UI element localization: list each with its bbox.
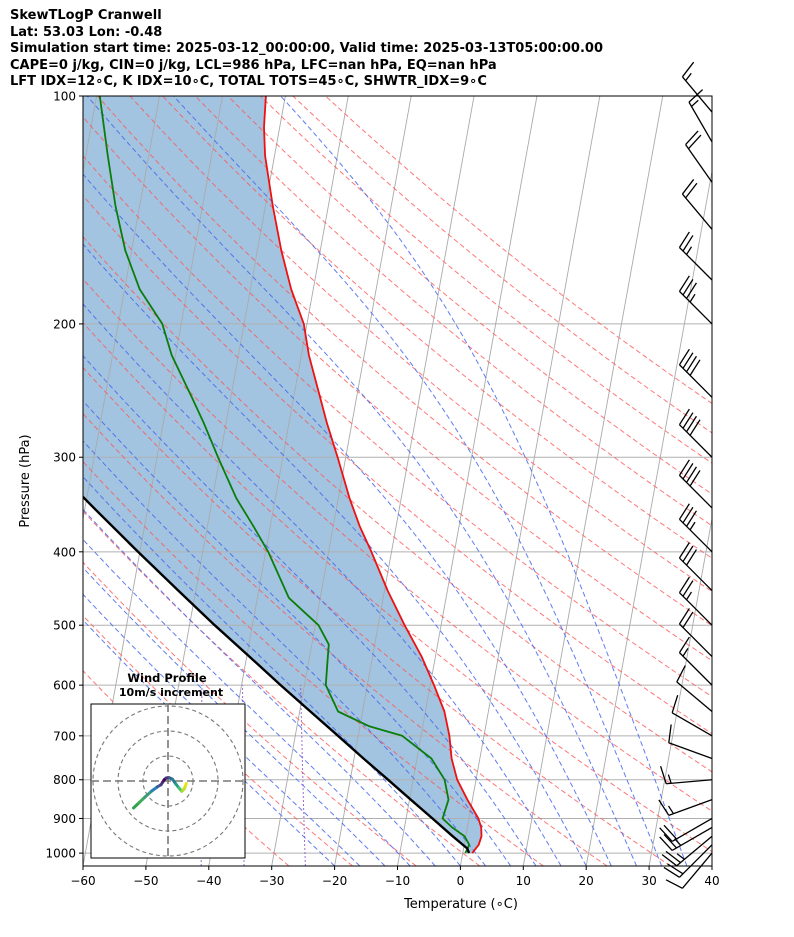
wind-barb — [678, 459, 713, 509]
moist-adiabat — [83, 243, 587, 866]
dewpoint-line — [98, 96, 471, 854]
wind-barb — [678, 576, 713, 626]
moist-adiabat — [83, 476, 461, 866]
x-tick-label: 0 — [457, 874, 465, 888]
x-tick-label: −60 — [70, 874, 95, 888]
x-tick-label: 40 — [704, 874, 719, 888]
isotherm-line — [397, 96, 538, 866]
isotherm-line — [83, 96, 98, 174]
dry-adiabat — [83, 278, 712, 812]
moist-adiabat — [83, 538, 411, 866]
x-tick-label: 10 — [516, 874, 531, 888]
dry-adiabat — [83, 614, 353, 866]
y-tick-label: 900 — [53, 812, 76, 826]
wind-barb — [678, 636, 713, 686]
x-tick-label: −40 — [196, 874, 221, 888]
y-tick-label: 500 — [53, 619, 76, 633]
location-line: Lat: 53.03 Lon: -0.48 — [10, 24, 163, 40]
dry-adiabat — [83, 155, 712, 698]
chart-title: SkewTLogP Cranwell — [10, 8, 162, 23]
time-line: Simulation start time: 2025-03-12_00:00:… — [10, 41, 603, 56]
wind-barb — [665, 852, 713, 889]
isotherm-line — [459, 96, 601, 866]
wind-barb — [678, 231, 713, 281]
wind-barb — [658, 799, 713, 817]
dry-adiabat — [83, 366, 671, 866]
x-tick-label: 20 — [579, 874, 594, 888]
hodograph-subtitle: 10m/s increment — [119, 686, 223, 699]
dry-adiabat — [162, 96, 712, 559]
isotherm-line — [83, 96, 161, 522]
indices-line: LFT IDX=12∘C, K IDX=10∘C, TOTAL TOTS=45∘… — [10, 74, 487, 89]
y-axis-label: Pressure (hPa) — [18, 434, 33, 527]
x-tick-label: −10 — [385, 874, 410, 888]
dry-adiabat — [83, 116, 712, 662]
moist-adiabat — [83, 400, 512, 866]
dry-adiabat — [83, 460, 544, 866]
y-tick-label: 1000 — [45, 847, 76, 861]
wind-barb — [681, 61, 713, 113]
y-tick-label: 300 — [53, 451, 76, 465]
isotherm-line — [648, 516, 712, 866]
dry-adiabat — [83, 195, 712, 735]
hodograph-title: Wind Profile — [127, 671, 207, 685]
dry-adiabat — [194, 96, 712, 527]
y-tick-label: 600 — [53, 679, 76, 693]
mixing-ratio-line — [300, 685, 306, 866]
wind-barb — [678, 542, 713, 592]
wind-barb — [685, 130, 713, 183]
wind-barb — [668, 724, 713, 760]
x-tick-label: −50 — [133, 874, 158, 888]
moist-adiabat — [83, 173, 612, 866]
wind-barb — [661, 835, 713, 867]
wind-barb — [678, 348, 713, 398]
y-tick-label: 100 — [53, 90, 76, 104]
wind-barb — [688, 89, 713, 143]
wind-barb — [678, 275, 713, 325]
parcel-path-line — [83, 495, 471, 854]
wind-barb — [659, 817, 713, 843]
wind-barb — [678, 608, 713, 657]
x-tick-label: −30 — [259, 874, 284, 888]
wind-barb — [678, 503, 713, 553]
chart-header: SkewTLogP Cranwell Lat: 53.03 Lon: -0.48… — [10, 8, 603, 91]
wind-barb — [671, 695, 713, 737]
moist-adiabat — [83, 303, 562, 866]
hodograph-trace-segment — [143, 789, 154, 799]
cape-cin-fill — [83, 96, 482, 854]
moist-adiabat — [83, 508, 436, 866]
wind-barb — [663, 844, 713, 878]
moist-adiabat — [173, 96, 663, 866]
y-tick-label: 800 — [53, 773, 76, 787]
isotherm-line — [334, 96, 475, 866]
x-axis-label: Temperature (∘C) — [403, 897, 518, 912]
moist-adiabat — [86, 96, 637, 866]
wind-barb — [660, 765, 713, 785]
y-tick-label: 400 — [53, 545, 76, 559]
y-tick-label: 200 — [53, 317, 76, 331]
wind-barb — [681, 179, 713, 230]
moist-adiabat — [83, 566, 386, 866]
dry-adiabat — [83, 413, 608, 866]
isotherm-line — [711, 863, 712, 866]
wind-barb — [676, 665, 713, 712]
y-tick-label: 700 — [53, 729, 76, 743]
x-tick-label: 30 — [641, 874, 656, 888]
dry-adiabat — [83, 236, 712, 773]
isotherm-line — [271, 96, 412, 866]
dry-adiabat — [83, 321, 712, 853]
params-line: CAPE=0 j/kg, CIN=0 j/kg, LCL=986 hPa, LF… — [10, 57, 497, 73]
dry-adiabat — [292, 96, 712, 434]
wind-barb — [678, 408, 713, 458]
moist-adiabat — [83, 440, 487, 866]
hodograph-trace-segment — [184, 782, 188, 788]
temperature-line — [263, 96, 483, 854]
moist-adiabat — [83, 355, 537, 866]
x-tick-label: −20 — [322, 874, 347, 888]
